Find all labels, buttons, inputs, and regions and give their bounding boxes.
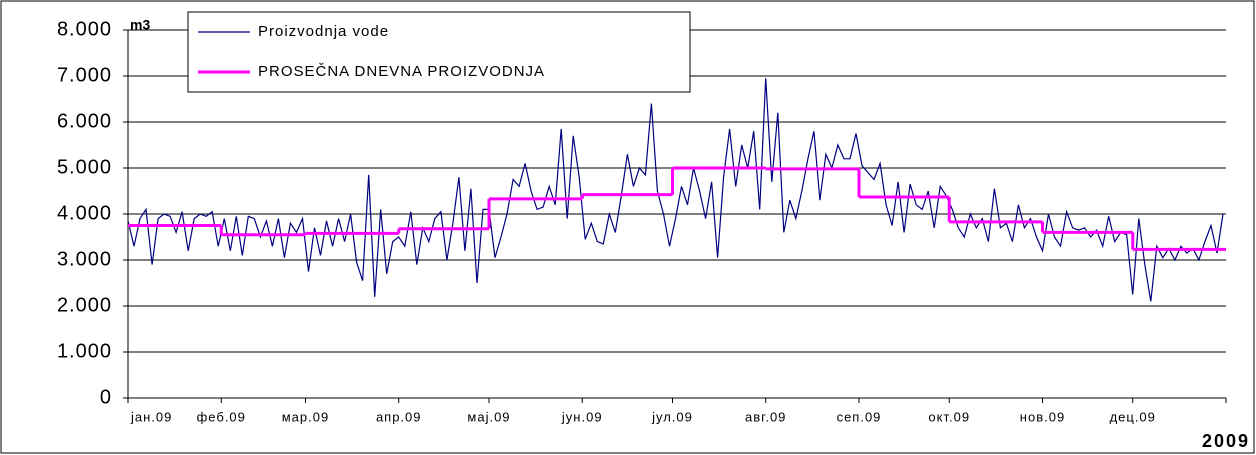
x-tick-label: мар.09 bbox=[282, 409, 329, 424]
x-tick-label: јун.09 bbox=[561, 409, 603, 424]
data-line bbox=[127, 78, 1224, 302]
x-tick-label: апр.09 bbox=[376, 409, 422, 424]
x-tick-label: јул.09 bbox=[651, 409, 693, 424]
x-tick-label: сеп.09 bbox=[837, 409, 882, 424]
y-tick-label: 5.000 bbox=[57, 156, 112, 178]
legend-box bbox=[187, 11, 691, 93]
y-tick-label: 7.000 bbox=[57, 64, 112, 86]
y-tick-label: 6.000 bbox=[57, 110, 112, 132]
x-axis-label: 2009 bbox=[1202, 431, 1250, 451]
x-tick-label: феб.09 bbox=[197, 409, 246, 424]
y-tick-label: 3.000 bbox=[57, 248, 112, 270]
x-tick-label: мај.09 bbox=[467, 409, 510, 424]
y-tick-label: 2.000 bbox=[57, 294, 112, 316]
x-tick-label: нов.09 bbox=[1020, 409, 1065, 424]
x-tick-label: дец.09 bbox=[1110, 409, 1156, 424]
y-axis-label: m3 bbox=[130, 17, 150, 33]
legend-label: Proizvodnja vode bbox=[258, 23, 389, 40]
x-tick-label: јан.09 bbox=[130, 409, 172, 424]
x-tick-label: окт.09 bbox=[928, 409, 970, 424]
y-tick-label: 4.000 bbox=[57, 202, 112, 224]
x-tick-label: авг.09 bbox=[745, 409, 786, 424]
y-tick-label: 1.000 bbox=[57, 340, 112, 362]
legend-label: PROSEČNA DNEVNA PROIZVODNJA bbox=[258, 63, 545, 80]
y-tick-label: 8.000 bbox=[57, 18, 112, 40]
y-tick-label: 0 bbox=[100, 386, 112, 408]
